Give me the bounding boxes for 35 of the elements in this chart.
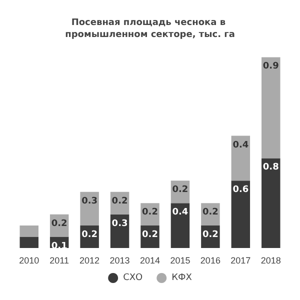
x-tick-label: 2013 [110,256,130,266]
data-label: 0.2 [202,230,218,240]
x-tick-label: 2016 [200,256,220,266]
bar [231,180,250,248]
x-tick-label: 2014 [140,256,160,266]
bar [262,57,280,158]
x-tick-label: 2018 [260,256,281,266]
data-label: 0.2 [82,230,98,240]
data-label: 0.4 [172,208,188,218]
legend-label: СХО [123,273,143,283]
data-label: 0.2 [51,218,68,229]
data-label: 0.8 [262,162,279,173]
data-label: 0.2 [112,196,128,206]
x-tick-label: 2010 [19,256,40,266]
x-tick-label: 2017 [230,256,251,266]
bar [170,203,190,248]
legend-label: КФХ [172,273,192,283]
data-label: 0.2 [142,230,158,240]
data-label: 0.3 [82,196,98,206]
x-tick-label: 2012 [80,256,100,266]
data-label: 0.3 [112,218,128,229]
bar [231,136,250,181]
x-tick-label: 2011 [50,256,70,266]
bar [80,192,99,226]
bar [20,236,38,248]
data-label: 0.2 [202,208,218,218]
data-label: 0.4 [232,140,249,150]
data-label: 0.9 [262,62,279,72]
chart-title: Посевная площадь чеснока в промышленном секторе, тыс. га [65,18,235,40]
data-label: 0.2 [172,185,188,196]
data-label: 0.6 [232,185,249,196]
x-tick-label: 2015 [170,256,190,266]
data-label: 0.2 [142,208,158,218]
bar [20,226,38,237]
bar [262,158,280,248]
